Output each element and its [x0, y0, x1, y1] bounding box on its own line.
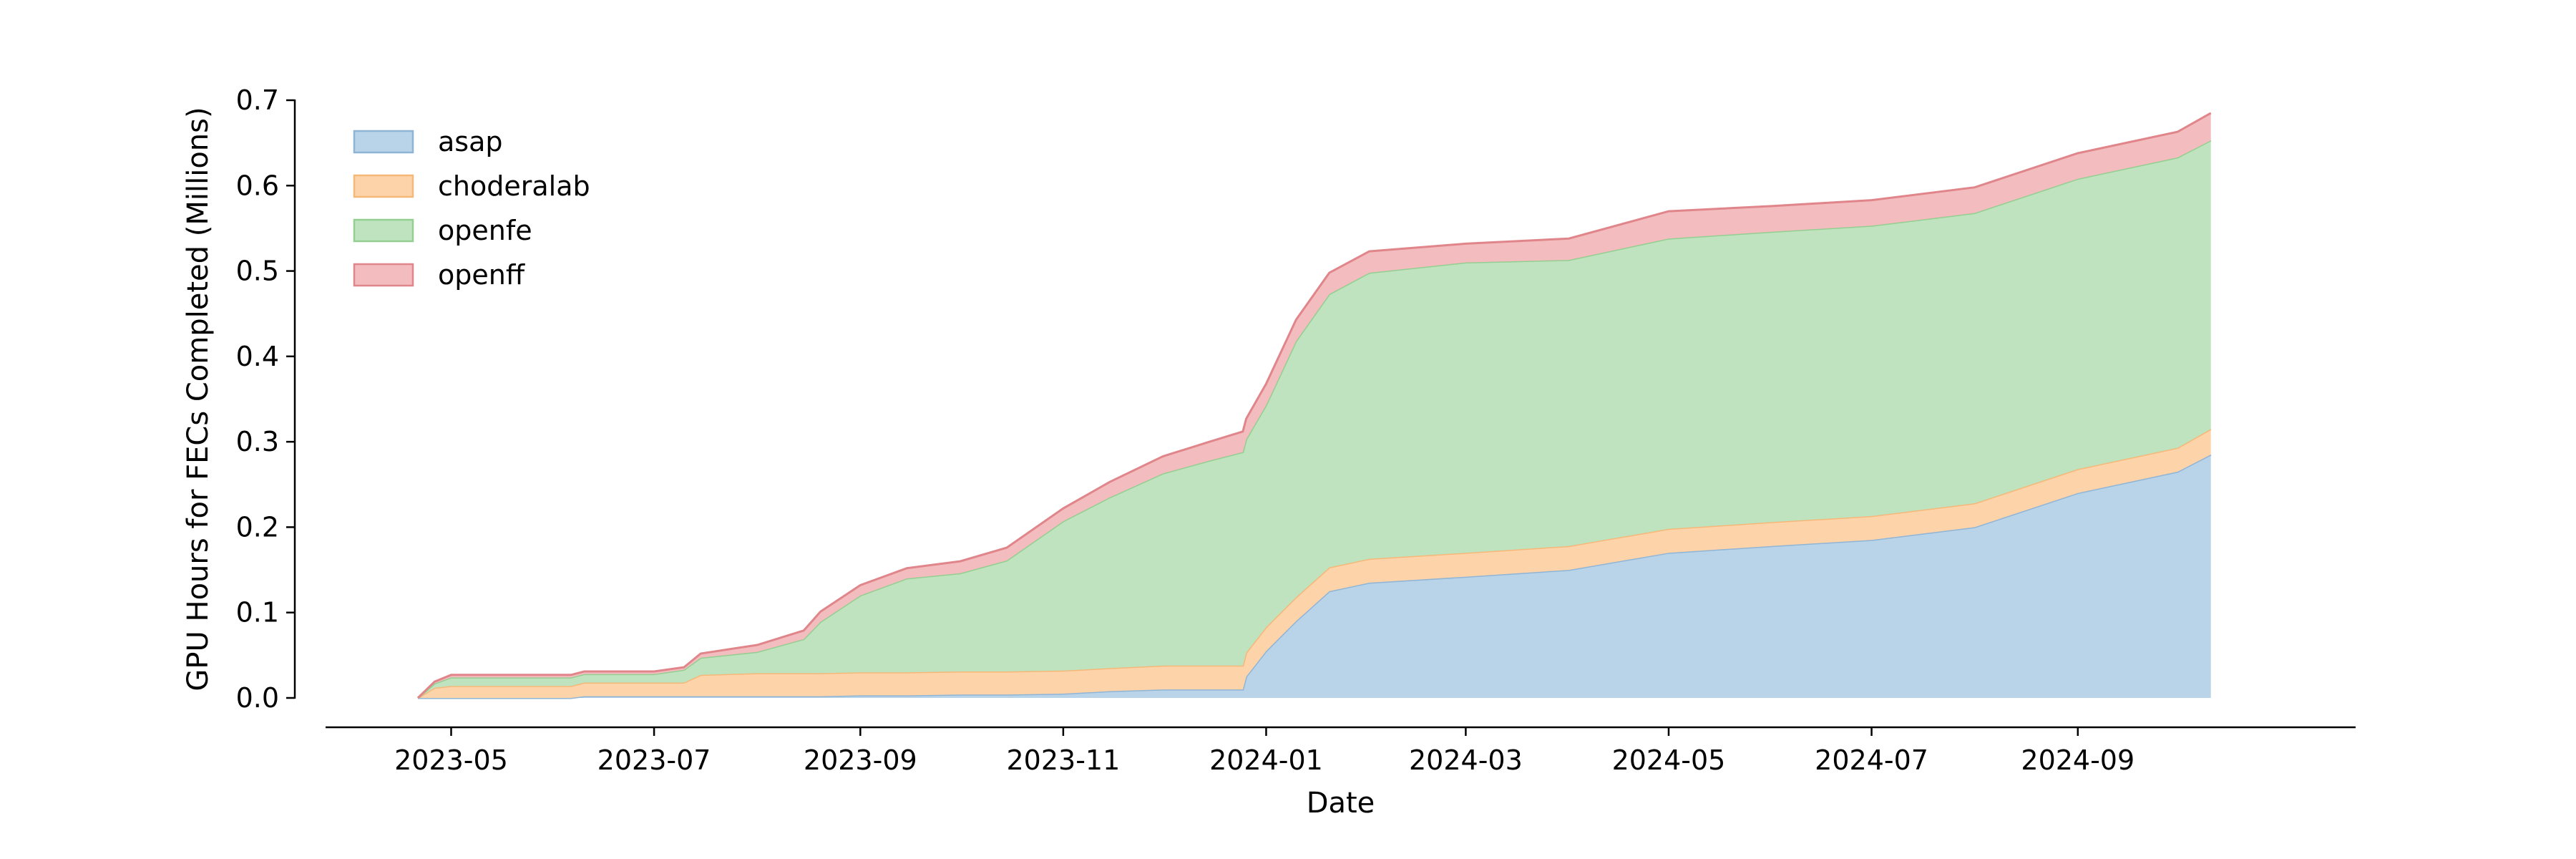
x-tick-label: 2024-03 — [1409, 744, 1523, 776]
x-tick-label: 2023-09 — [804, 744, 917, 776]
legend-swatch-choderalab — [353, 174, 414, 198]
legend: asap choderalab openfe openff — [353, 126, 590, 291]
x-axis-title: Date — [1307, 787, 1375, 820]
y-axis-title: GPU Hours for FECs Completed (Millions) — [182, 107, 215, 691]
legend-swatch-asap — [353, 130, 414, 154]
y-tick-label: 0.5 — [236, 256, 279, 287]
legend-label-asap: asap — [438, 126, 503, 157]
y-tick-group: 0.0 0.1 0.2 0.3 0.4 0.5 0.6 0.7 — [236, 84, 295, 714]
y-tick-label: 0.0 — [236, 682, 279, 714]
legend-label-openfe: openfe — [438, 215, 532, 246]
x-tick-label: 2024-07 — [1815, 744, 1928, 776]
x-tick-label: 2023-11 — [1006, 744, 1120, 776]
y-tick-label: 0.2 — [236, 511, 279, 543]
y-tick-label: 0.6 — [236, 170, 279, 201]
y-tick-label: 0.3 — [236, 426, 279, 457]
legend-swatch-openfe — [353, 218, 414, 243]
area-edge-openff — [416, 112, 2212, 699]
x-tick-label: 2024-09 — [2021, 744, 2135, 776]
legend-swatch-openff — [353, 263, 414, 287]
area-openff — [418, 112, 2211, 698]
legend-label-choderalab: choderalab — [438, 170, 590, 202]
area-asap — [418, 455, 2211, 698]
x-tick-label: 2023-07 — [597, 744, 711, 776]
y-tick-label: 0.1 — [236, 597, 279, 629]
legend-label-openff: openff — [438, 259, 525, 291]
x-tick-group: 2023-05 2023-07 2023-09 2023-11 2024-01 2024-… — [394, 727, 2135, 776]
x-tick-label: 2024-05 — [1612, 744, 1726, 776]
x-tick-label: 2023-05 — [394, 744, 508, 776]
y-tick-label: 0.7 — [236, 84, 279, 116]
area-openfe — [418, 140, 2211, 699]
x-tick-label: 2024-01 — [1209, 744, 1323, 776]
y-tick-label: 0.4 — [236, 341, 279, 372]
axes-layer — [293, 100, 2356, 729]
area-series-layer — [416, 112, 2212, 699]
